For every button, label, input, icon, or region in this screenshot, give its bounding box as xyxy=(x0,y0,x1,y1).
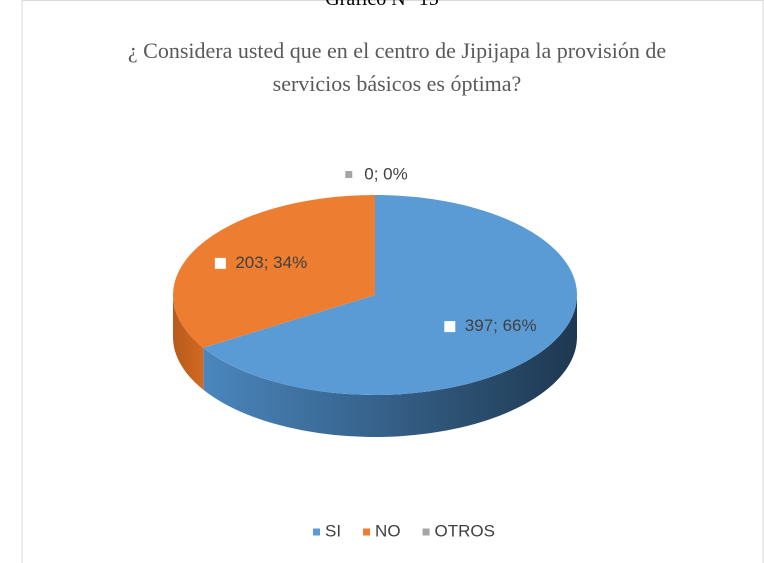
pie-side xyxy=(203,295,578,437)
label-marker xyxy=(211,254,229,272)
legend-swatch xyxy=(363,528,371,536)
chart-title: ¿ Considera usted que en el centro de Ji… xyxy=(127,38,667,96)
legend-swatch xyxy=(312,528,320,536)
label-marker xyxy=(441,318,459,336)
legend-label: NO xyxy=(375,521,401,540)
data-label: 0; 0% xyxy=(364,164,407,183)
caption: Gráfico N° 15 xyxy=(0,0,764,11)
legend-label: OTROS xyxy=(435,521,495,540)
label-marker xyxy=(345,171,353,178)
legend-swatch xyxy=(422,528,430,536)
data-label: 203; 34% xyxy=(235,253,307,272)
pie-slice xyxy=(172,195,375,348)
chart-border xyxy=(21,0,764,563)
pie-side xyxy=(173,295,204,390)
pie-slice xyxy=(203,195,577,395)
legend-label: SI xyxy=(325,521,341,540)
data-label: 397; 66% xyxy=(465,316,537,335)
